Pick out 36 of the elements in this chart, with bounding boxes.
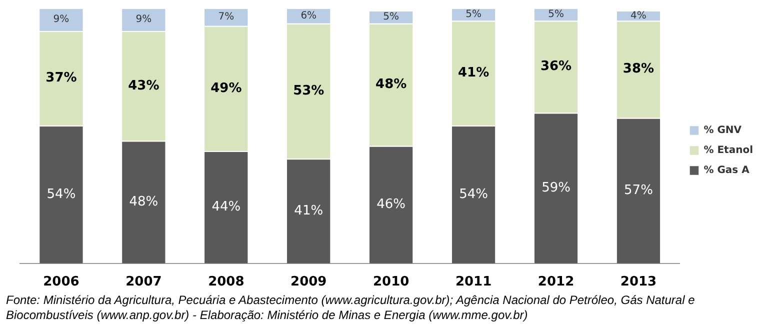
data-label: 36% <box>540 59 572 74</box>
data-label: 41% <box>458 66 490 80</box>
x-tick-label: 2008 <box>208 274 244 290</box>
data-label: 59% <box>542 180 570 196</box>
data-label: 38% <box>622 62 654 77</box>
data-label: 9% <box>53 14 70 26</box>
source-note: Fonte: Ministério da Agricultura, Pecuária e Abastecimento (www.agricultura.gov.br); Agência Nacional do Petróleo, Gás Natural e Biocombustíveis (www.anp.gov.br) - Elaboração: Ministério de Minas e Energia (www.mme.gov.br) <box>5 293 696 323</box>
x-tick-label: 2007 <box>126 274 162 290</box>
x-tick-label: 2010 <box>373 274 410 290</box>
data-label: 53% <box>293 83 324 98</box>
data-label: 4% <box>630 10 646 22</box>
data-label: 54% <box>46 186 76 202</box>
data-label: 5% <box>548 8 564 20</box>
x-tick-label: 2013 <box>620 274 657 290</box>
legend-label: % Etanol <box>704 145 754 156</box>
x-tick-label: 2011 <box>455 274 492 290</box>
data-label: 41% <box>294 203 324 218</box>
data-label: 9% <box>136 14 152 26</box>
x-tick-label: 2009 <box>290 274 327 290</box>
legend-label: % GNV <box>704 125 742 136</box>
legend-label: % Gas A <box>704 165 750 176</box>
data-label: 37% <box>46 70 77 86</box>
data-label: 54% <box>459 186 488 202</box>
data-label: 48% <box>129 194 158 210</box>
data-label: 44% <box>212 200 241 215</box>
x-tick-label: 2012 <box>538 274 574 290</box>
x-tick-label: 2006 <box>43 274 80 290</box>
data-label: 5% <box>383 12 400 23</box>
data-label: 43% <box>128 78 160 94</box>
data-label: 6% <box>300 10 317 22</box>
data-label: 5% <box>466 8 482 20</box>
data-label: 46% <box>376 197 406 212</box>
data-label: 49% <box>210 80 242 96</box>
data-label: 48% <box>376 76 407 92</box>
data-label: 57% <box>624 182 653 198</box>
data-label: 7% <box>218 12 234 23</box>
